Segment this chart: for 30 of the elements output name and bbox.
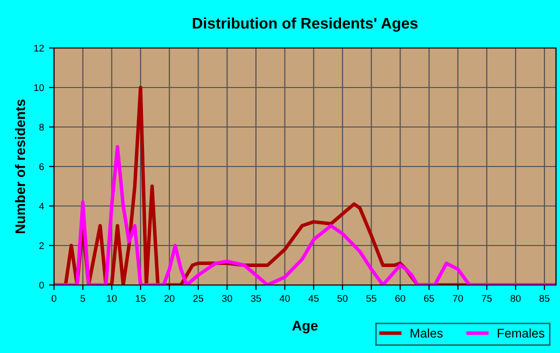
x-tick-label: 75 [482,295,492,302]
x-tick-label: 85 [539,294,550,302]
x-tick-label: 60 [395,294,406,302]
x-tick-label: 5 [80,295,86,302]
x-tick-label: 10 [107,294,117,302]
x-tick-label: 50 [337,294,348,302]
y-tick-label: 6 [39,163,44,170]
chart-title: Distribution of Residents' Ages [192,17,418,32]
x-tick-label: 45 [308,295,319,302]
y-tick-label: 12 [34,44,44,52]
y-tick-label: 8 [39,124,44,131]
x-tick-label: 40 [280,294,290,302]
x-tick-label: 65 [424,294,434,302]
legend-label: Females [498,328,544,338]
x-tick-label: 0 [52,294,56,302]
x-tick-label: 15 [136,295,146,302]
y-tick-label: 10 [34,84,44,92]
x-tick-label: 20 [164,294,174,302]
y-axis-title: Number of residents [14,100,26,234]
x-tick-label: 25 [193,294,204,302]
legend-label: Males [410,328,443,338]
x-tick-label: 55 [366,295,376,302]
y-tick-label: 0 [39,282,44,289]
x-axis-title: Age [292,320,318,334]
x-tick-label: 80 [510,294,521,302]
x-tick-label: 35 [250,294,261,302]
y-tick-label: 4 [39,202,44,210]
y-tick-label: 2 [39,242,44,250]
x-tick-label: 70 [453,294,463,302]
x-tick-label: 30 [222,294,232,302]
